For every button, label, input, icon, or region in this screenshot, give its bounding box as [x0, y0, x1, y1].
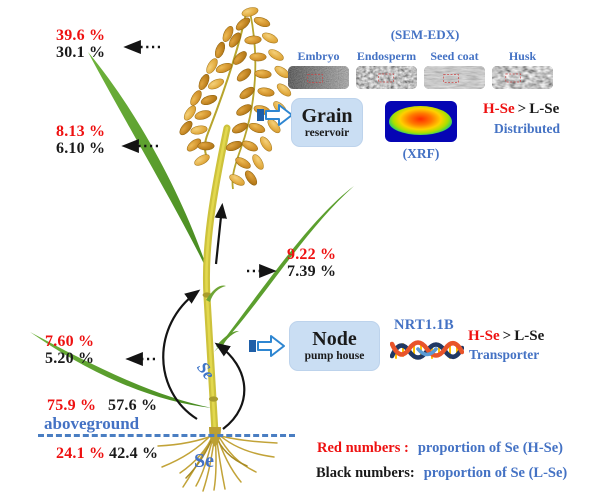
- node-lse: L-Se: [514, 328, 545, 344]
- legend-black-row: Black numbers: proportion of Se (L-Se): [316, 465, 567, 482]
- sem-cell-husk: Husk: [492, 49, 553, 89]
- grain-distributed-note: Distributed: [493, 121, 560, 136]
- se-flow-arrows: [162, 202, 246, 430]
- xrf-grain-blob: [389, 106, 452, 135]
- husk-sem-image: [492, 66, 553, 89]
- aboveground-lse-value: 57.6 %: [108, 397, 158, 414]
- nrt11b-gene-label: NRT1.1B: [394, 317, 455, 333]
- aboveground-hse-value: 75.9 %: [47, 397, 97, 414]
- annotation-panicle: 39.6 % 30.1 %: [56, 27, 105, 61]
- sem-edx-title: (SEM-EDX): [390, 27, 460, 42]
- node-box-subtitle: pump house: [304, 350, 365, 362]
- root-se-label: Se: [194, 450, 214, 472]
- xrf-label: (XRF): [402, 146, 440, 161]
- legend-black-value: proportion of Se (L-Se): [423, 465, 568, 481]
- grain-hse: H-Se: [483, 101, 515, 117]
- root-lse-value: 42.4 %: [109, 445, 159, 462]
- legend-red-key: Red numbers :: [317, 440, 409, 456]
- grain-box-title: Grain: [301, 104, 353, 127]
- flow-arrow-icon-grain: [257, 104, 293, 126]
- dotted-arrow-icons: [121, 39, 277, 367]
- aboveground-label: aboveground: [44, 414, 140, 433]
- legend-red-row: Red numbers : proportion of Se (H-Se): [317, 440, 563, 457]
- annotation-mid-stem: 9.22 % 7.39 %: [287, 246, 336, 280]
- husk-label: Husk: [508, 49, 537, 63]
- mid-stem-lse-value: 7.39 %: [287, 263, 337, 280]
- node-pumphouse-box: Node pump house: [289, 321, 380, 371]
- upper-leaf-lse-value: 6.10 %: [56, 140, 106, 157]
- node-box-title: Node: [312, 328, 357, 350]
- node-hse-comparison: H-Se > L-Se: [468, 328, 544, 345]
- grain-reservoir-box: Grain reservoir: [291, 98, 363, 147]
- lower-leaf-hse-value: 7.60 %: [45, 333, 95, 350]
- embryo-label: Embryo: [297, 49, 340, 63]
- dna-helix-icon: [390, 340, 464, 360]
- root-crown: [209, 427, 221, 447]
- node-transporter-note: Transporter: [469, 347, 540, 362]
- leaves: [30, 52, 354, 408]
- grain-hse-comparison: H-Se > L-Se: [483, 101, 559, 118]
- grain-lse: L-Se: [529, 101, 560, 117]
- grain-gt: >: [517, 101, 527, 117]
- sem-sample-row: Embryo Endosperm: [288, 49, 553, 89]
- embryo-sem-image: [288, 66, 349, 89]
- seed-coat-label: Seed coat: [430, 49, 479, 63]
- node-hse: H-Se: [468, 328, 500, 344]
- mid-stem-hse-value: 9.22 %: [287, 246, 337, 263]
- lower-leaf-lse-value: 5.20 %: [45, 350, 95, 367]
- grain-box-subtitle: reservoir: [304, 126, 350, 139]
- sem-cell-embryo: Embryo: [288, 49, 349, 89]
- legend-black-key: Black numbers:: [316, 465, 415, 481]
- xrf-heatmap-image: [385, 101, 457, 142]
- upper-leaf-hse-value: 8.13 %: [56, 123, 106, 140]
- endosperm-sem-image: [356, 66, 417, 89]
- panicle-grains: [177, 5, 294, 188]
- flow-arrow-icon-node: [249, 335, 285, 357]
- annotation-upper-leaf: 8.13 % 6.10 %: [56, 123, 105, 157]
- annotation-lower-leaf: 7.60 % 5.20 %: [45, 333, 94, 367]
- endosperm-label: Endosperm: [356, 49, 417, 63]
- seed-coat-sem-image: [424, 66, 485, 89]
- node-gt: >: [502, 328, 512, 344]
- sem-cell-seedcoat: Seed coat: [424, 49, 485, 89]
- root-hse-value: 24.1 %: [56, 445, 106, 462]
- panicle: [177, 5, 294, 190]
- sem-cell-endosperm: Endosperm: [356, 49, 417, 89]
- legend-red-value: proportion of Se (H-Se): [417, 440, 563, 456]
- soil-divider-line: [38, 434, 295, 437]
- panicle-lse-value: 30.1 %: [56, 44, 106, 61]
- panicle-hse-value: 39.6 %: [56, 27, 106, 44]
